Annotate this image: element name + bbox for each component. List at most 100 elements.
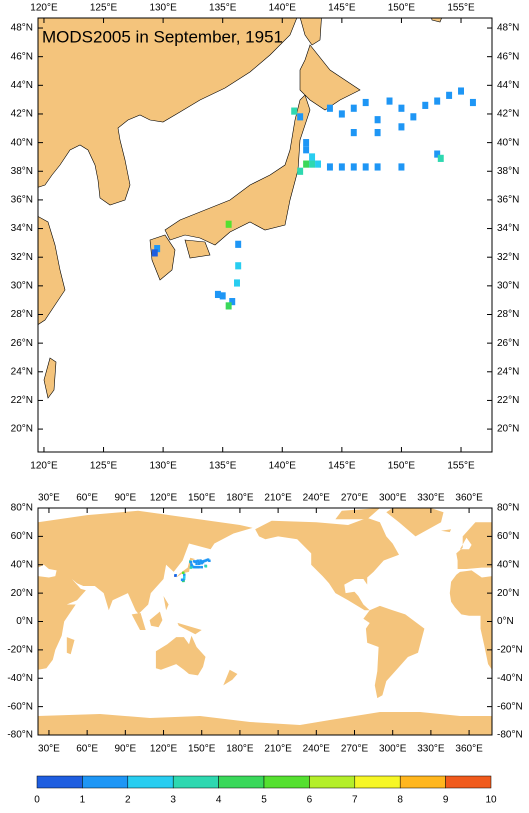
observation-cell xyxy=(297,167,304,175)
x-tick-label: 300°E xyxy=(379,493,407,504)
colorbar-segment xyxy=(127,775,174,789)
colorbar-label: 6 xyxy=(307,795,313,806)
observation-cell xyxy=(338,163,345,171)
land xyxy=(155,635,206,676)
observation-cell xyxy=(386,97,393,105)
observation-cell xyxy=(297,113,304,121)
observation-cell xyxy=(315,160,322,168)
y-tick-label: 22°N xyxy=(11,395,33,406)
land xyxy=(43,357,57,399)
observation-cell xyxy=(374,129,381,137)
land xyxy=(184,239,211,259)
land xyxy=(38,510,253,670)
colorbar-label: 7 xyxy=(352,795,358,806)
y-tick-label: -60°N xyxy=(7,701,33,712)
observation-cell xyxy=(203,559,206,563)
x-tick-label: 330°E xyxy=(417,493,445,504)
y-tick-label: 42°N xyxy=(497,109,519,120)
observation-cell xyxy=(195,562,198,566)
y-tick-label: 40°N xyxy=(11,137,33,148)
observation-cell xyxy=(197,562,201,566)
x-tick-label: 145°E xyxy=(328,3,356,14)
observation-cell xyxy=(192,565,196,569)
observation-cell xyxy=(195,565,198,569)
y-tick-label: -60°N xyxy=(497,701,523,712)
y-tick-label: 0°N xyxy=(16,616,33,627)
observation-cell xyxy=(194,565,197,569)
x-tick-label: 130°E xyxy=(149,461,177,472)
colorbar-segment xyxy=(172,775,219,789)
colorbar-label: 3 xyxy=(170,795,176,806)
land xyxy=(299,44,361,111)
observation-cell xyxy=(398,163,405,171)
observation-cell xyxy=(350,163,357,171)
observation-cell xyxy=(154,245,161,253)
observation-cell xyxy=(205,558,209,562)
land xyxy=(131,596,202,635)
observation-cell xyxy=(214,290,221,299)
y-tick-label: 26°N xyxy=(11,338,33,349)
land xyxy=(363,605,425,699)
observation-cell xyxy=(398,123,405,131)
observation-cell xyxy=(291,107,298,115)
colorbar-segment xyxy=(218,775,265,789)
observation-cell xyxy=(194,560,197,564)
y-tick-label: 32°N xyxy=(497,252,519,263)
y-tick-label: -80°N xyxy=(497,730,523,741)
observation-cell xyxy=(180,578,184,582)
y-tick-label: 30°N xyxy=(11,280,33,291)
observation-cell xyxy=(458,87,464,95)
x-tick-label: 30°E xyxy=(38,493,60,504)
y-tick-label: 38°N xyxy=(11,166,33,177)
land xyxy=(335,508,444,537)
observation-cell xyxy=(201,560,205,564)
x-tick-label: 60°E xyxy=(76,493,98,504)
x-tick-label: 140°E xyxy=(269,461,297,472)
observation-cell xyxy=(434,150,441,158)
observation-cell xyxy=(338,110,345,118)
observation-cell xyxy=(303,146,310,154)
y-tick-label: 38°N xyxy=(497,166,519,177)
y-tick-label: 20°N xyxy=(11,424,33,435)
x-tick-label: 150°E xyxy=(188,744,216,755)
colorbar-label: 8 xyxy=(397,795,403,806)
y-tick-label: 0°N xyxy=(497,616,514,627)
colorbar-label: 2 xyxy=(125,795,131,806)
observation-cell xyxy=(225,220,232,228)
colorbar-label: 10 xyxy=(485,795,497,806)
y-tick-label: 40°N xyxy=(497,137,519,148)
x-tick-label: 140°E xyxy=(269,3,297,14)
observation-cell xyxy=(374,163,381,171)
observation-cell xyxy=(196,565,200,569)
observation-cell xyxy=(200,565,203,569)
x-tick-label: 150°E xyxy=(388,3,416,14)
x-tick-label: 135°E xyxy=(209,461,237,472)
x-tick-label: 150°E xyxy=(188,493,216,504)
observation-cell xyxy=(235,262,242,270)
colorbar: 0 1 2 3 4 5 6 7 8 9 10 xyxy=(34,775,497,806)
global-land xyxy=(38,508,492,735)
observation-cell xyxy=(195,560,198,563)
observation-cell xyxy=(151,249,158,257)
colorbar-segment xyxy=(399,775,446,789)
x-tick-label: 90°E xyxy=(114,744,136,755)
x-tick-label: 180°E xyxy=(226,744,254,755)
observation-cell xyxy=(303,160,310,168)
x-tick-label: 120°E xyxy=(30,3,58,14)
x-tick-label: 360°E xyxy=(455,744,483,755)
observation-cell xyxy=(326,104,333,112)
colorbar-segment xyxy=(354,775,401,789)
observation-cell xyxy=(446,91,453,99)
observation-cell xyxy=(196,559,200,563)
x-tick-label: 90°E xyxy=(114,493,136,504)
observation-cell xyxy=(191,565,195,569)
observation-cell xyxy=(208,559,211,563)
colorbar-segment xyxy=(445,775,492,789)
observation-cell xyxy=(350,104,357,112)
x-tick-label: 130°E xyxy=(149,3,177,14)
colorbar-label: 4 xyxy=(216,795,222,806)
y-tick-label: 44°N xyxy=(497,80,519,91)
land xyxy=(449,570,492,670)
observation-cell xyxy=(199,559,202,562)
land xyxy=(255,517,399,611)
